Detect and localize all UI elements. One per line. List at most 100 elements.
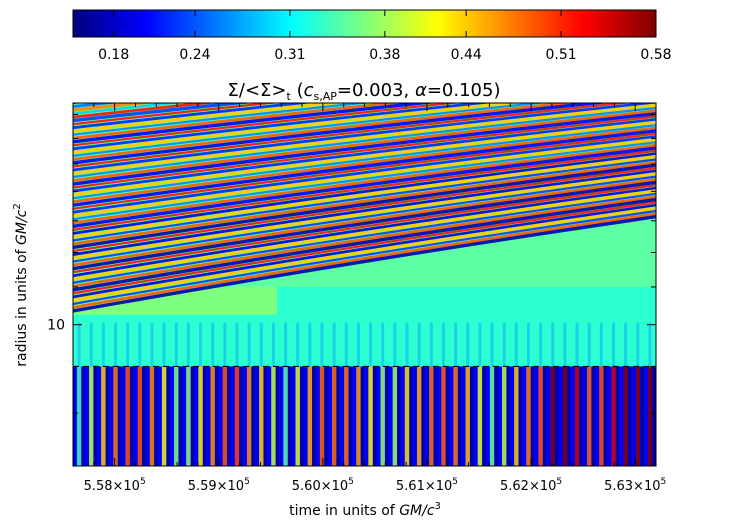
y-tick-label: 10 [47, 318, 65, 334]
wave-band [73, 143, 656, 225]
wave-band [73, 129, 656, 207]
transition-stripe [381, 322, 385, 367]
wave-band [73, 118, 656, 193]
wave-band [73, 212, 656, 309]
wave-band [73, 167, 656, 253]
wave-band [73, 103, 526, 155]
x-tick-label: 5.59×105 [188, 477, 250, 494]
wave-band [73, 106, 656, 179]
wave-band [73, 103, 348, 133]
standing-stripe [137, 366, 143, 466]
transition-stripe [405, 322, 409, 367]
standing-stripe [149, 366, 155, 466]
x-tick-label: 5.58×105 [84, 477, 146, 494]
transition-stripe [454, 322, 458, 367]
standing-stripe-trough [506, 366, 510, 466]
wave-band [73, 175, 656, 263]
x-axis-label: time in units of GM/c3 [289, 501, 441, 519]
standing-stripe [331, 366, 337, 466]
title-open-paren: ( [291, 80, 304, 101]
wave-band [73, 120, 656, 197]
standing-stripe-trough [288, 366, 292, 466]
wave-band [73, 103, 280, 126]
transition-stripe [150, 322, 154, 367]
standing-stripe [550, 366, 555, 466]
x-axis-label-math: GM/c [399, 503, 435, 519]
wave-band [73, 135, 656, 214]
standing-stripe [611, 366, 616, 466]
standing-stripe [526, 366, 531, 466]
wave-band [73, 169, 656, 256]
title-sigma-ratio: Σ/<Σ> [228, 80, 287, 101]
standing-stripe-trough [93, 366, 97, 466]
wave-band [73, 146, 656, 229]
x-axis-label-prefix: time in units of [289, 503, 399, 519]
wave-band [73, 192, 656, 284]
wave-band [73, 201, 656, 295]
y-axis-label: radius in units of GM/c2 [12, 203, 30, 366]
standing-stripe [368, 366, 373, 466]
standing-stripe [234, 366, 240, 466]
transition-stripe [114, 322, 118, 367]
standing-stripe [210, 366, 215, 466]
standing-stripe-trough [118, 366, 122, 466]
standing-stripe-trough [603, 366, 607, 466]
wave-band [73, 197, 656, 292]
wave-band [73, 103, 549, 157]
standing-stripe [222, 366, 228, 466]
transition-stripe [320, 322, 324, 367]
wave-band [73, 103, 580, 161]
colorbar [72, 9, 657, 38]
wave-band [73, 103, 494, 151]
transition-stripe [259, 322, 263, 367]
wave-band [73, 109, 656, 182]
transition-stripe [199, 322, 203, 367]
standing-stripe-trough [324, 366, 328, 466]
x-tick-label: 5.61×105 [396, 477, 458, 494]
standing-stripe-trough [276, 366, 280, 466]
wave-band [73, 209, 656, 306]
transition-stripe [514, 322, 518, 367]
standing-stripe [429, 366, 434, 466]
wave-band [73, 103, 254, 123]
x-tick-label: 5.62×105 [500, 477, 562, 494]
standing-stripe [246, 366, 252, 466]
y-axis-label-math: GM/c [14, 209, 30, 245]
wave-band [73, 124, 656, 200]
standing-stripe [380, 366, 385, 466]
standing-stripe [161, 366, 167, 466]
transition-stripe [369, 322, 373, 367]
standing-stripe-trough [494, 366, 498, 466]
colorbar-tick-label: 0.38 [369, 47, 400, 63]
wave-band [73, 195, 656, 288]
transition-stripe [490, 322, 494, 367]
standing-stripe-trough [628, 366, 632, 466]
standing-stripe-trough [178, 366, 182, 466]
transition-stripe [575, 322, 579, 367]
title-cs-subscript: s,AP [314, 90, 338, 103]
standing-stripe-trough [421, 366, 425, 466]
transition-stripe [296, 322, 300, 367]
standing-stripe-trough [312, 366, 316, 466]
transition-stripe [284, 322, 288, 367]
colorbar-tick-label: 0.51 [546, 47, 577, 63]
transition-stripe [417, 322, 421, 367]
standing-stripe [259, 366, 264, 466]
standing-stripe-trough [579, 366, 583, 466]
standing-stripe [186, 366, 191, 466]
standing-stripe [465, 366, 470, 466]
transition-stripe [162, 322, 166, 367]
wave-band [73, 206, 656, 303]
standing-stripe-trough [458, 366, 462, 466]
standing-stripe-trough [81, 366, 85, 466]
y-axis-label-sup: 2 [12, 203, 23, 209]
transition-stripe [138, 322, 142, 367]
wave-band [73, 189, 656, 281]
transition-stripe [235, 322, 239, 367]
title-cs-value: =0.003, [337, 80, 415, 101]
standing-stripe-trough [142, 366, 146, 466]
wave-band [73, 149, 656, 231]
standing-stripe [174, 366, 179, 466]
standing-stripe-trough [652, 366, 656, 466]
wave-band [73, 103, 462, 147]
